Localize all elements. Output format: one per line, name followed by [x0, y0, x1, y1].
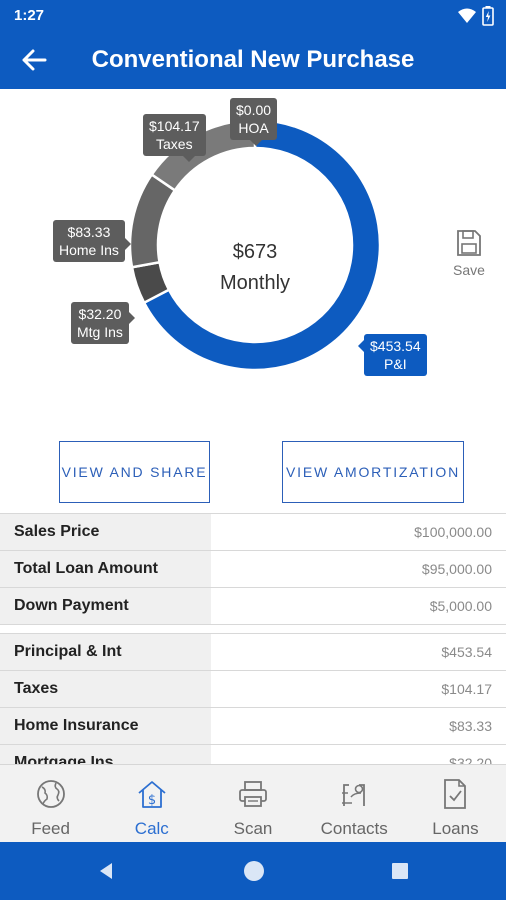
nav-label: Scan	[233, 819, 273, 838]
pi-name: P&I	[384, 356, 407, 372]
row-label: Down Payment	[0, 588, 211, 624]
system-back-button[interactable]	[94, 859, 118, 883]
nav-item-contacts[interactable]: Contacts	[304, 765, 405, 842]
mtg-ins-name: Mtg Ins	[77, 324, 123, 340]
taxes-label: $104.17 Taxes	[143, 114, 206, 162]
table-row: Home Insurance $83.33	[0, 708, 506, 745]
home-ins-amount: $83.33	[67, 224, 111, 240]
save-button[interactable]: Save	[448, 229, 490, 278]
wifi-icon	[458, 8, 476, 23]
contacts-icon	[342, 784, 366, 806]
view-and-share-button[interactable]: VIEW AND SHARE	[59, 441, 210, 503]
mtg-ins-label: $32.20 Mtg Ins	[71, 302, 135, 344]
taxes-name: Taxes	[156, 136, 193, 152]
table-row: Sales Price $100,000.00	[0, 514, 506, 551]
pi-amount: $453.54	[370, 338, 421, 354]
svg-text:$: $	[148, 793, 156, 808]
row-value: $95,000.00	[211, 551, 506, 587]
row-value: $32.20	[211, 745, 506, 764]
nav-label: Calc	[134, 819, 169, 838]
table-row: Down Payment $5,000.00	[0, 588, 506, 625]
table-row: Taxes $104.17	[0, 671, 506, 708]
table-row: Principal & Int $453.54	[0, 634, 506, 671]
circle-home-icon	[244, 861, 264, 881]
row-value: $453.54	[211, 634, 506, 670]
globe-icon	[36, 780, 65, 808]
payment-breakdown-table: Principal & Int $453.54 Taxes $104.17 Ho…	[0, 633, 506, 764]
row-label: Home Insurance	[0, 708, 211, 744]
mtg-ins-amount: $32.20	[78, 306, 122, 322]
save-label: Save	[453, 262, 485, 278]
table-row: Mortgage Ins $32.20	[0, 745, 506, 764]
pi-label: $453.54 P&I	[358, 334, 427, 376]
row-label: Mortgage Ins	[0, 745, 211, 764]
calculator-house-icon: $	[138, 781, 166, 808]
nav-label: Contacts	[320, 819, 388, 838]
printer-icon	[239, 781, 267, 807]
nav-item-calc[interactable]: $ Calc	[101, 765, 202, 842]
home-ins-name: Home Ins	[59, 242, 119, 258]
taxes-amount: $104.17	[149, 118, 200, 134]
donut-segment-p-i	[142, 118, 382, 372]
system-nav-bar	[0, 842, 506, 900]
floppy-disk-icon	[457, 230, 481, 256]
monthly-amount: $673	[232, 241, 278, 263]
battery-icon	[482, 6, 494, 26]
row-value: $104.17	[211, 671, 506, 707]
row-value: $83.33	[211, 708, 506, 744]
app-bar: Conventional New Purchase	[0, 32, 506, 89]
row-value: $5,000.00	[211, 588, 506, 624]
arrow-left-icon	[22, 49, 47, 71]
triangle-back-icon	[100, 863, 112, 879]
row-label: Principal & Int	[0, 634, 211, 670]
row-label: Taxes	[0, 671, 211, 707]
nav-item-loans[interactable]: Loans	[405, 765, 506, 842]
back-button[interactable]	[16, 44, 52, 76]
hoa-label: $0.00 HOA	[230, 98, 278, 146]
document-check-icon	[444, 779, 467, 809]
nav-label: Loans	[432, 819, 479, 838]
system-home-button[interactable]	[242, 859, 266, 883]
payment-chart: $673 Monthly $0.00 HOA $104.17 Taxes $83…	[0, 89, 506, 429]
nav-item-feed[interactable]: Feed	[0, 765, 101, 842]
bottom-nav: Feed $ Calc Scan C	[0, 764, 506, 842]
hoa-name: HOA	[238, 120, 269, 136]
row-label: Total Loan Amount	[0, 551, 211, 587]
square-recents-icon	[392, 863, 408, 879]
nav-label: Feed	[31, 819, 70, 838]
system-recents-button[interactable]	[388, 859, 412, 883]
row-value: $100,000.00	[211, 514, 506, 550]
loan-summary-table: Sales Price $100,000.00 Total Loan Amoun…	[0, 513, 506, 625]
status-icons	[458, 6, 494, 26]
table-row: Total Loan Amount $95,000.00	[0, 551, 506, 588]
status-time: 1:27	[14, 7, 45, 24]
status-bar: 1:27	[0, 0, 506, 32]
monthly-label: Monthly	[219, 272, 291, 294]
view-amortization-button[interactable]: VIEW AMORTIZATION	[282, 441, 464, 503]
row-label: Sales Price	[0, 514, 211, 550]
page-title: Conventional New Purchase	[91, 46, 415, 73]
hoa-amount: $0.00	[236, 102, 272, 118]
donut-segment-home-ins	[128, 172, 177, 269]
home-ins-label: $83.33 Home Ins	[53, 220, 131, 262]
nav-item-scan[interactable]: Scan	[202, 765, 303, 842]
